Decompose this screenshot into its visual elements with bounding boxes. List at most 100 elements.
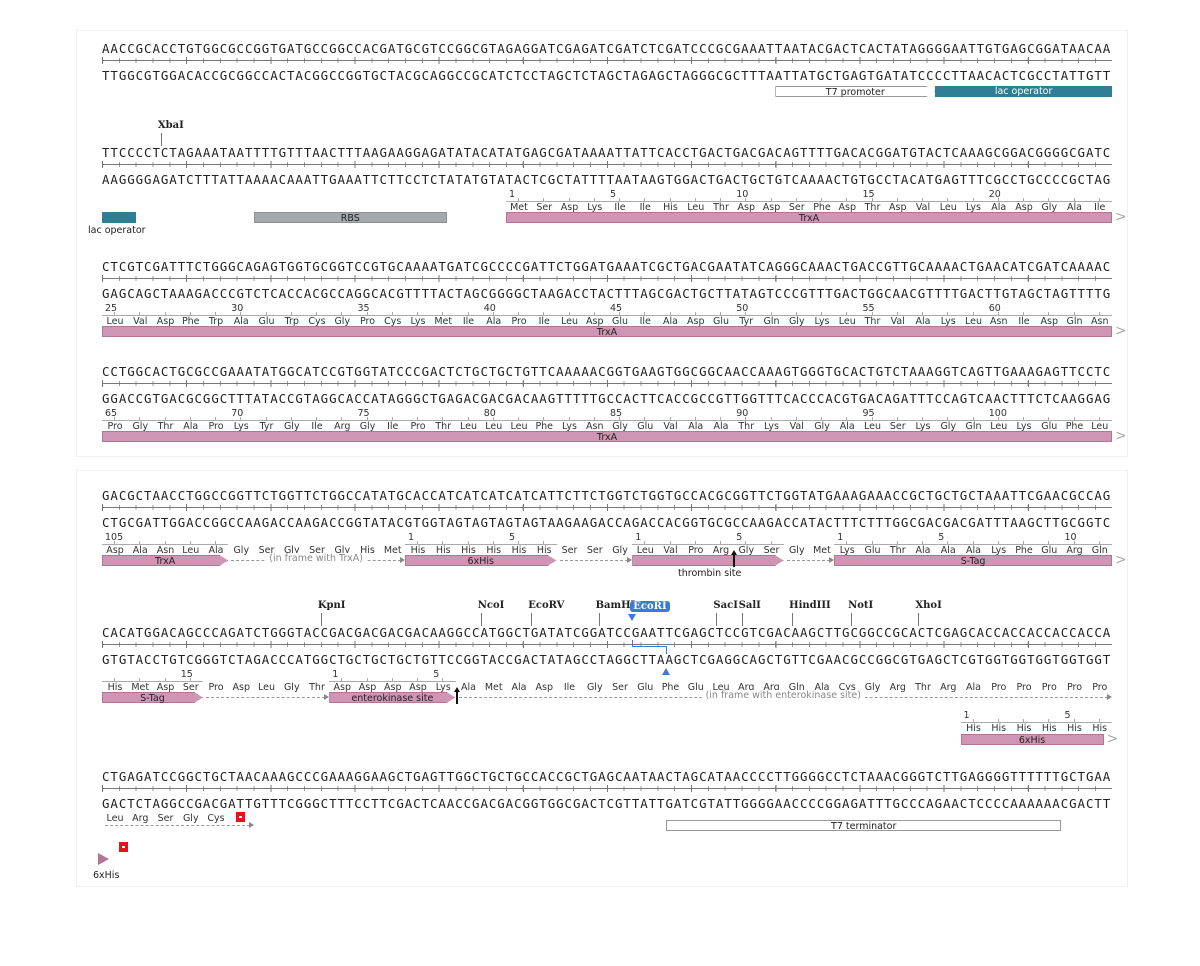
amino-acid: Asp [687,316,705,327]
amino-acid: Gly [586,682,603,693]
top-strand[interactable]: CTGAGATCCGGCTGCTAACAAAGCCCGAAAGGAAGCTGAG… [102,769,1112,784]
aa-tick [846,541,848,544]
feature-t7-promoter[interactable]: T7 promoter [775,86,935,97]
amino-acid: Lys [233,421,249,432]
enzyme-site-ncoi[interactable]: NcoI [477,600,505,611]
aa-tick [1048,719,1050,722]
aa-number: 5 [509,532,516,543]
aa-tick [997,198,999,201]
enzyme-site-xbai[interactable]: XbaI [157,120,184,131]
aa-tick [391,417,393,420]
feature-s-tag[interactable]: S-Tag [102,692,203,703]
enzyme-site-noti[interactable]: NotI [848,600,874,611]
top-strand[interactable]: CTCGTCGATTTCTGGGCAGAGTGGTGCGGTCCGTGCAAAA… [102,259,1112,274]
aa-number-ruler [329,681,456,682]
amino-acid: Ala [132,545,148,556]
aa-tick [922,312,923,315]
in-frame-connector [206,697,326,698]
enzyme-tick [160,133,162,146]
amino-acid: Gly [788,316,805,327]
amino-acid: Ile [387,421,399,432]
amino-acid: Val [133,316,148,327]
feature-end-arrow-icon [98,853,109,865]
aa-number-ruler [102,420,1112,421]
aa-number-ruler [834,544,1112,545]
enzyme-site-xhoi[interactable]: XhoI [915,600,942,611]
feature-thrombin-site[interactable] [632,555,784,566]
feature-lac-operator[interactable] [102,212,136,223]
connector-arrow-icon [627,557,633,563]
amino-acid: Ala [940,545,956,556]
aa-tick [391,678,393,681]
enzyme-site-ecori[interactable]: EcoRI [630,601,670,612]
aa-tick [871,541,873,544]
bottom-strand[interactable]: GGACCGTGACGCGGCTTTATACCGTAGGCACCATAGGGCT… [102,391,1112,406]
connector-arrow-icon [248,822,254,828]
amino-acid: Arg [1066,545,1083,556]
top-strand[interactable]: AACCGCACCTGTGGCGCCGGTGATGCCGGCCACGATGCGT… [102,41,1112,56]
feature-s-tag[interactable]: S-Tag [834,555,1112,567]
top-strand[interactable]: CCTGGCACTGCGCCGAAATATGGCATCCGTGGTATCCCGA… [102,364,1112,379]
amino-acid: Leu [1091,421,1109,432]
top-strand[interactable]: GACGCTAACCTGGCCGGTTCTGGTTCTGGCCATATGCACC… [102,488,1112,503]
bottom-strand[interactable]: GACTCTAGGCCGACGATTGTTTCGGGCTTTCCTTCGACTC… [102,796,1112,811]
bottom-strand[interactable]: GAGCAGCTAAAGACCCGTCTCACCACGCCAGGCACGTTTT… [102,286,1112,301]
feature-enterokinase-site[interactable]: enterokinase site [329,692,455,703]
aa-tick [745,417,747,420]
amino-acid: Pro [1092,682,1108,693]
aa-tick [1048,541,1050,544]
amino-acid: Arg [763,682,780,693]
bottom-strand[interactable]: AAGGGGAGATCTTTATTAAAACAAATTGAAATTCTTCCTC… [102,172,1112,187]
aa-number: 55 [862,303,875,314]
strand-ruler [102,785,1112,792]
amino-acid: Val [663,421,678,432]
feature-rbs[interactable]: RBS [253,212,448,224]
feature-6xhis[interactable]: 6xHis [960,734,1104,746]
aa-tick [871,312,873,315]
continues-chevron-icon: > [1106,731,1119,747]
top-strand[interactable]: CACATGGACAGCCCAGATCTGGGTACCGACGACGACGACA… [102,625,1112,640]
feature-trxa[interactable]: TrxA [102,431,1112,443]
sequence-panel-upper [76,30,1128,457]
feature-t7-terminator[interactable]: T7 terminator [665,820,1062,832]
aa-tick [139,417,141,420]
feature-trxa[interactable]: TrxA [102,555,228,566]
enzyme-site-hindiii[interactable]: HindIII [789,600,831,611]
amino-acid: Asp [762,202,781,213]
aa-tick [619,417,620,420]
aa-tick [518,541,519,544]
aa-tick [442,417,444,420]
bottom-strand[interactable]: CTGCGATTGGACCGGCCAAGACCAAGACCGGTATACGTGG… [102,515,1112,530]
aa-number: 25 [105,303,118,314]
aa-number: 70 [231,408,244,419]
amino-acid: Ile [639,202,651,213]
aa-number: 100 [988,408,1007,419]
amino-acid: Met [131,682,150,693]
feature-lac-operator[interactable]: lac operator [935,86,1112,97]
enzyme-site-ecorv[interactable]: EcoRV [528,600,565,611]
aa-number: 30 [231,303,244,314]
aa-tick [669,312,671,315]
enzyme-site-sali[interactable]: SalI [738,600,761,611]
amino-acid: Phe [661,682,680,693]
enzyme-site-saci[interactable]: SacI [713,600,738,611]
feature-6xhis[interactable]: 6xHis [405,555,557,566]
bottom-strand[interactable]: GTGTACCTGTCGGGTCTAGACCCATGGCTGCTGCTGCTGT… [102,652,1112,667]
top-strand[interactable]: TTCCCCTCTAGAAATAATTTTGTTTAACTTTAAGAAGGAG… [102,145,1112,160]
amino-acid: Leu [485,421,503,432]
amino-acid: Asp [358,682,377,693]
aa-tick [189,541,191,544]
aa-number: 10 [1064,532,1077,543]
enzyme-site-kpni[interactable]: KpnI [317,600,346,611]
aa-tick [139,678,141,681]
aa-tick [543,417,545,420]
feature-trxa[interactable]: TrxA [506,212,1112,224]
bottom-strand[interactable]: TTGGCGTGGACACCGCGGCCACTACGGCCGGTGCTACGCA… [102,68,1112,83]
aa-tick [972,719,974,722]
amino-acid: Val [890,316,905,327]
feature-trxa[interactable]: TrxA [102,326,1112,338]
in-frame-connector [105,825,250,826]
enzyme-site-bamhi[interactable]: BamHI [595,600,636,611]
aa-number: 40 [483,303,496,314]
amino-acid: Leu [106,316,124,327]
